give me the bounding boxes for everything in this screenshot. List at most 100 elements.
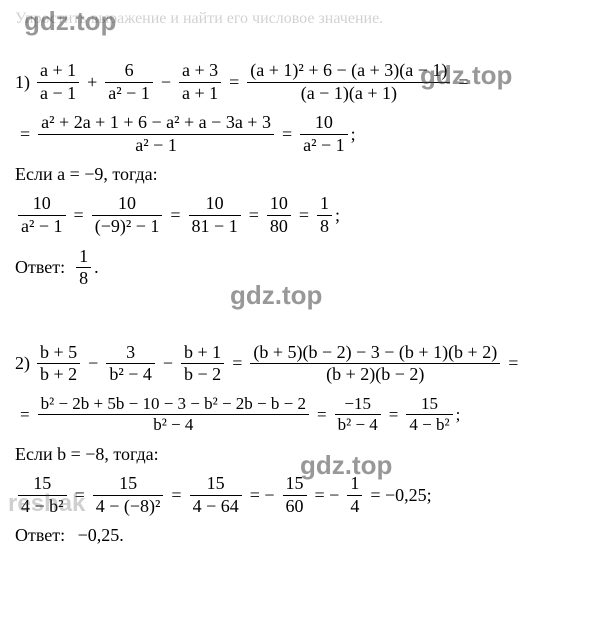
answer-label: Ответ:	[15, 257, 65, 278]
denominator: a + 1	[179, 83, 221, 105]
numerator: b + 5	[37, 342, 80, 364]
frac: 15 4 − (−8)²	[93, 473, 164, 517]
frac: 6 a² − 1	[105, 60, 153, 104]
denominator: a − 1	[37, 83, 79, 105]
numerator: 10	[267, 193, 291, 215]
equals: =	[170, 205, 180, 226]
denominator: b² − 4	[150, 415, 196, 435]
denominator: a² − 1	[300, 135, 348, 157]
answer-value: −0,25.	[78, 525, 124, 545]
numerator: a + 1	[37, 60, 79, 82]
denominator: 8	[317, 216, 332, 238]
numerator: 15	[116, 473, 140, 495]
frac: (a + 1)² + 6 − (a + 3)(a − 1) (a − 1)(a …	[247, 60, 450, 104]
frac: a + 3 a + 1	[179, 60, 221, 104]
equals: =	[389, 405, 399, 425]
denominator: (−9)² − 1	[92, 216, 163, 238]
problem1-line2: = a² + 2a + 1 + 6 − a² + a − 3a + 3 a² −…	[15, 112, 579, 156]
denominator: 81 − 1	[189, 216, 241, 238]
equals: =	[74, 205, 84, 226]
frac: 15 60	[283, 473, 307, 517]
frac: 3 b² − 4	[106, 342, 155, 386]
numerator: 10	[312, 112, 336, 134]
frac: 1 8	[76, 246, 91, 290]
denominator: 4	[347, 496, 362, 518]
numerator: 15	[30, 473, 54, 495]
numerator: 10	[115, 193, 139, 215]
denominator: (a − 1)(a + 1)	[298, 83, 400, 105]
frac: b + 1 b − 2	[181, 342, 224, 386]
numerator: (b + 5)(b − 2) − 3 − (b + 1)(b + 2)	[250, 342, 500, 364]
denominator: b² − 4	[106, 364, 155, 386]
equals: =	[317, 405, 327, 425]
denominator: 4 − b²	[18, 496, 67, 518]
numerator: b² − 2b + 5b − 10 − 3 − b² − 2b − b − 2	[38, 394, 309, 414]
equals: =	[282, 124, 292, 145]
equals: =	[508, 353, 518, 374]
frac: 15 4 − 64	[190, 473, 242, 517]
operator: −	[88, 353, 98, 374]
equals: =	[249, 205, 259, 226]
denominator: 8	[76, 268, 91, 290]
numerator: 15	[204, 473, 228, 495]
denominator: 4 − b²	[406, 415, 452, 435]
operator: −	[163, 353, 173, 374]
equals: =	[20, 124, 30, 145]
frac: 10 80	[267, 193, 291, 237]
numerator: 15	[418, 394, 441, 414]
equals: = −	[250, 485, 275, 506]
frac: 15 4 − b²	[406, 394, 452, 436]
problem1-line3: 10 a² − 1 = 10 (−9)² − 1 = 10 81 − 1 = 1…	[15, 193, 579, 237]
denominator: 60	[283, 496, 307, 518]
denominator: 4 − (−8)²	[93, 496, 164, 518]
equals: = −	[315, 485, 340, 506]
problem2-condition: Если b = −8, тогда:	[15, 444, 579, 465]
equals: =	[229, 72, 239, 93]
problem1-line1: 1) a + 1 a − 1 + 6 a² − 1 − a + 3 a + 1 …	[15, 60, 579, 104]
frac: b² − 2b + 5b − 10 − 3 − b² − 2b − b − 2 …	[38, 394, 309, 436]
denominator: b − 2	[181, 364, 224, 386]
problem1-condition: Если a = −9, тогда:	[15, 164, 579, 185]
frac: a² + 2a + 1 + 6 − a² + a − 3a + 3 a² − 1	[38, 112, 274, 156]
numerator: 6	[122, 60, 137, 82]
equals: =	[299, 205, 309, 226]
numerator: 15	[283, 473, 307, 495]
operator: −	[161, 72, 171, 93]
numerator: 10	[30, 193, 54, 215]
numerator: 1	[317, 193, 332, 215]
denominator: b + 2	[37, 364, 80, 386]
problem2-answer: Ответ: −0,25.	[15, 525, 579, 546]
equals: =	[458, 72, 468, 93]
frac: 15 4 − b²	[18, 473, 67, 517]
frac: 1 8	[317, 193, 332, 237]
denominator: a² − 1	[132, 135, 180, 157]
frac: 10 a² − 1	[300, 112, 348, 156]
equals: =	[232, 353, 242, 374]
numerator: a + 3	[179, 60, 221, 82]
header-text: Упростить выражение и найти его числовое…	[15, 10, 579, 28]
problem1-answer: Ответ: 1 8 .	[15, 246, 579, 290]
numerator: 3	[123, 342, 138, 364]
numerator: 1	[76, 246, 91, 268]
frac: −15 b² − 4	[335, 394, 381, 436]
equals-result: = −0,25;	[370, 485, 431, 506]
equals: =	[20, 405, 30, 425]
problem1-label: 1)	[15, 72, 30, 93]
denominator: 4 − 64	[190, 496, 242, 518]
semicolon: ;	[335, 205, 340, 226]
frac: a + 1 a − 1	[37, 60, 79, 104]
denominator: a² − 1	[105, 83, 153, 105]
problem2-line3: 15 4 − b² = 15 4 − (−8)² = 15 4 − 64 = −…	[15, 473, 579, 517]
frac: 10 81 − 1	[189, 193, 241, 237]
denominator: 80	[267, 216, 291, 238]
frac: (b + 5)(b − 2) − 3 − (b + 1)(b + 2) (b +…	[250, 342, 500, 386]
numerator: 1	[347, 473, 362, 495]
semicolon: ;	[456, 405, 461, 425]
equals: =	[75, 485, 85, 506]
frac: 10 (−9)² − 1	[92, 193, 163, 237]
problem2-line1: 2) b + 5 b + 2 − 3 b² − 4 − b + 1 b − 2 …	[15, 342, 579, 386]
numerator: (a + 1)² + 6 − (a + 3)(a − 1)	[247, 60, 450, 82]
numerator: −15	[341, 394, 374, 414]
frac: b + 5 b + 2	[37, 342, 80, 386]
semicolon: ;	[351, 124, 356, 145]
